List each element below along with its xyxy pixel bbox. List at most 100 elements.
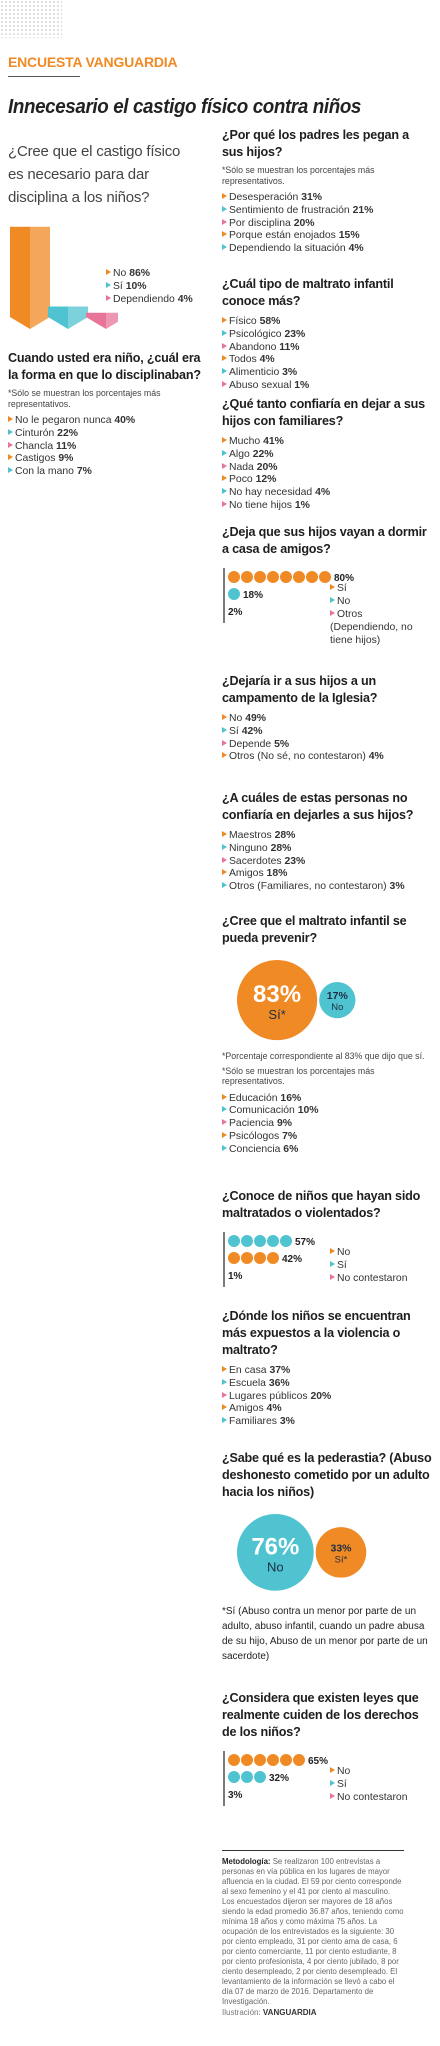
bullet — [222, 1378, 227, 1385]
answer-value: 4% — [266, 1403, 282, 1415]
legend-entry: No — [330, 595, 414, 608]
answer-value: 20% — [310, 1390, 332, 1402]
answer-value: 42% — [241, 725, 263, 737]
legend-label: Sí — [337, 1779, 347, 1790]
survey-section: ¿Deja que sus hijos vayan a dormir a cas… — [222, 524, 432, 646]
legend-marker — [106, 282, 111, 288]
dot — [228, 588, 240, 600]
circle-label: No — [267, 1559, 284, 1574]
answer: Por disciplina 20% — [222, 218, 432, 231]
bullet — [222, 231, 227, 238]
dot — [267, 1754, 279, 1766]
legend-label: Sí — [337, 1260, 347, 1271]
answer-label: Castigos — [15, 453, 56, 465]
legend-marker — [330, 1261, 335, 1267]
answer-label: Ninguno — [229, 842, 268, 854]
answer: Castigos 9% — [8, 453, 213, 466]
bar-front — [10, 226, 30, 329]
answer-label: Educación — [229, 1092, 278, 1104]
question: ¿Por qué los padres les pegan a sus hijo… — [222, 128, 409, 159]
answer-list: Desesperación 31% Sentimiento de frustrac… — [222, 192, 432, 256]
answer-value: 9% — [58, 453, 74, 465]
answer-label: Alimenticio — [229, 367, 280, 379]
bullet — [222, 1106, 227, 1113]
answer-value: 9% — [276, 1118, 292, 1130]
answer: Educación 16% — [222, 1093, 432, 1106]
answer-label: Abandono — [229, 341, 277, 353]
bullet — [222, 500, 227, 507]
answer: Sacerdotes 23% — [222, 856, 432, 869]
answer-value: 21% — [352, 204, 374, 216]
answer-value: 58% — [259, 316, 281, 327]
answer: Dependiendo la situación 4% — [222, 243, 432, 256]
bar-side — [30, 226, 50, 329]
legend-entry: Sí 10% — [106, 280, 193, 293]
dot-chart: 80% 18% 2% Sí No Otros (Dependiendo, no tiene… — [222, 568, 432, 646]
answer-list: Mucho 41% Algo 22% Nada 20% Poco 12% No hay … — [222, 436, 432, 513]
answer-value: 37% — [269, 1365, 291, 1376]
bullet — [222, 449, 227, 456]
circle-value: 33% — [330, 1542, 352, 1554]
answer-value: 36% — [268, 1377, 290, 1389]
dot-group — [228, 1252, 279, 1264]
dot — [267, 1252, 279, 1264]
answer-label: Algo — [229, 448, 250, 460]
legend-entry: No contestaron — [330, 1791, 414, 1804]
answer: Desesperación 31% — [222, 192, 432, 205]
bullet — [222, 462, 227, 469]
dot — [228, 1235, 240, 1247]
bullet — [8, 428, 13, 435]
answer-value: 22% — [57, 427, 78, 439]
circle-value: 76% — [251, 1533, 299, 1560]
answer-label: Físico — [229, 316, 257, 327]
dots: 80% 18%2% — [223, 568, 354, 623]
answer-value: 10% — [297, 1105, 319, 1117]
survey-section: ¿Conoce de niños que hayan sido maltrata… — [222, 1188, 432, 1302]
legend-entry: Sí — [330, 1259, 414, 1272]
answer-value: 5% — [274, 738, 290, 750]
bullet — [222, 437, 227, 443]
legend-entry: No 86% — [106, 267, 193, 280]
answer: No 49% — [222, 713, 432, 726]
legend: No 86% Sí 10% Dependiendo 4% — [106, 267, 193, 306]
bullet — [222, 193, 227, 199]
bullet — [222, 1391, 227, 1398]
answer: Paciencia 9% — [222, 1118, 432, 1131]
answer-value: 20% — [256, 461, 278, 473]
answer: Abuso sexual 1% — [222, 380, 432, 393]
credit-label: Ilustración: — [222, 2008, 261, 2017]
answer-label: No tiene hijos — [229, 499, 292, 511]
answer-value: 1% — [294, 499, 310, 511]
answer-label: Chancla — [15, 440, 54, 452]
answer: Amigos 18% — [222, 868, 432, 881]
circle-label: No — [331, 1002, 343, 1013]
dot — [293, 571, 305, 583]
answer-value: 7% — [76, 466, 92, 478]
answer-list: No 49% Sí 42% Depende 5% Otros (No sé, no c… — [222, 713, 432, 764]
question: Cuando usted era niño, ¿cuál era la form… — [8, 351, 201, 382]
answer-label: Psicológico — [229, 328, 282, 340]
bullet — [222, 1093, 227, 1100]
answer-label: Otros (Familiares, no contestaron) — [229, 881, 387, 893]
answer: Sentimiento de frustración 21% — [222, 205, 432, 218]
answer-value: 18% — [266, 868, 288, 880]
legend-value: 4% — [177, 294, 193, 305]
answer-value: 4% — [348, 243, 364, 255]
answer-value: 23% — [284, 855, 306, 867]
circle-label: Sí* — [268, 1007, 285, 1022]
question: ¿Cuál tipo de maltrato infantil conoce m… — [222, 277, 394, 308]
survey-section: ¿Sabe qué es la pederastia? (Abuso desho… — [222, 1450, 432, 1664]
answer: Mucho 41% — [222, 436, 432, 449]
answer-label: Comunicación — [229, 1105, 295, 1117]
credit-name: VANGUARDIA — [262, 2008, 317, 2017]
answer-label: Desesperación — [229, 192, 299, 203]
dot-chart: 57% 42% 1% No Sí No contestaron — [222, 1232, 432, 1302]
dot — [319, 571, 331, 583]
answer-value: 11% — [279, 341, 300, 353]
dot — [228, 1754, 240, 1766]
answer-value: 16% — [280, 1092, 302, 1104]
answer: No tiene hijos 1% — [222, 500, 432, 513]
answer: Poco 12% — [222, 474, 432, 487]
answer-label: Todos — [229, 354, 257, 366]
legend-marker — [330, 1248, 335, 1254]
